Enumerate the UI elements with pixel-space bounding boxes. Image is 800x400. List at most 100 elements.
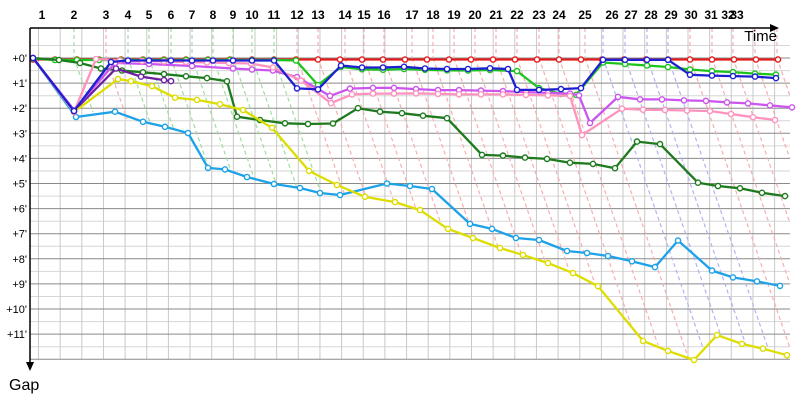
series-blue-marker <box>686 71 694 79</box>
x-tick-lap-19: 19 <box>447 8 461 22</box>
series-cyan-marker <box>296 184 304 192</box>
time-axis-arrow <box>770 24 779 32</box>
series-green-marker <box>292 57 300 64</box>
lapping-line <box>127 57 152 126</box>
series-pink-marker <box>92 55 100 63</box>
series-blue-marker <box>443 65 451 73</box>
lapping-line <box>646 57 747 346</box>
series-cyan-marker <box>674 237 682 244</box>
series-cyan-marker <box>270 180 278 188</box>
series-yellow-marker <box>469 234 477 242</box>
lapping-line <box>73 57 94 113</box>
series-cyan-marker <box>583 249 591 257</box>
lapping-line <box>363 57 417 210</box>
series-cyan-marker <box>221 166 229 173</box>
series-dark_green-line <box>31 56 787 198</box>
series-cyan-marker <box>753 278 761 285</box>
series-yellow-marker <box>690 356 698 364</box>
series-cyan-marker <box>204 164 212 172</box>
series-pink-marker <box>390 90 398 97</box>
series-violet-marker <box>346 85 354 92</box>
series-blue-marker <box>599 56 607 64</box>
series-blue-marker <box>358 64 366 71</box>
x-tick-lap-26: 26 <box>605 8 619 22</box>
y-tick-4min: +4' <box>12 153 27 165</box>
series-blue-marker <box>167 57 175 64</box>
lapping-line <box>711 57 791 285</box>
series-violet-marker <box>788 104 796 111</box>
series-cyan-marker <box>466 220 474 228</box>
series-cyan-marker <box>111 108 119 115</box>
series-cyan-marker <box>708 267 716 274</box>
x-tick-lap-8: 8 <box>210 8 217 22</box>
x-tick-lap-22: 22 <box>510 8 524 22</box>
x-tick-lap-12: 12 <box>290 8 304 22</box>
series-yellow-marker <box>496 244 504 252</box>
series-yellow-marker <box>594 282 602 290</box>
series-cyan-marker <box>316 189 324 197</box>
series-yellow-marker <box>713 331 721 339</box>
series-yellow-marker <box>305 167 313 175</box>
series-yellow-marker <box>639 337 647 345</box>
series-dark_green-marker <box>694 179 702 186</box>
series-blue-marker <box>124 57 132 64</box>
x-tick-lap-18: 18 <box>426 8 440 22</box>
series-pink-marker <box>434 90 442 98</box>
series-cyan-marker <box>184 129 192 137</box>
series-cyan-marker <box>729 274 737 281</box>
x-tick-lap-11: 11 <box>268 8 281 22</box>
series-blue-marker <box>270 57 278 64</box>
lapping-line <box>411 57 475 239</box>
series-blue-marker <box>379 64 387 71</box>
series-green-marker <box>664 63 672 71</box>
series-blue-marker <box>513 86 521 94</box>
series-purple-marker <box>112 65 120 72</box>
x-tick-lap-25: 25 <box>578 8 592 22</box>
lapping-line <box>558 57 659 346</box>
series-blue-marker <box>188 57 196 64</box>
series-dark_green-marker <box>304 120 312 128</box>
series-violet-marker <box>188 62 196 70</box>
x-tick-lap-2: 2 <box>71 8 78 22</box>
series-violet-marker <box>702 97 710 105</box>
series-dark_green-marker <box>566 159 574 166</box>
series-purple-marker <box>137 73 145 80</box>
series-cyan-marker <box>535 236 543 244</box>
series-blue-marker <box>557 85 565 93</box>
y-tick-11min: +11' <box>7 329 27 341</box>
series-blue-marker <box>421 65 429 72</box>
series-yellow-marker <box>171 94 179 101</box>
series-yellow-marker <box>333 181 341 189</box>
series-violet-marker <box>636 96 644 103</box>
series-yellow-marker <box>544 259 552 267</box>
series-blue-marker <box>229 57 237 64</box>
series-violet-marker <box>766 102 774 109</box>
series-purple-marker <box>167 77 175 85</box>
series-yellow-marker <box>759 345 767 353</box>
series-yellow-marker <box>519 251 527 259</box>
series-yellow-marker <box>268 124 276 132</box>
series-yellow-marker <box>664 347 672 355</box>
lapping-line <box>453 57 522 254</box>
series-cyan-marker <box>336 191 344 199</box>
series-pink-marker <box>369 90 377 97</box>
series-violet-marker <box>680 97 688 104</box>
series-red-marker <box>752 56 760 63</box>
series-dark_green-marker <box>354 104 362 112</box>
series-pink-marker <box>477 91 485 98</box>
series-violet-marker <box>229 65 237 72</box>
x-tick-lap-13: 13 <box>311 8 325 22</box>
lapping-line <box>624 57 722 337</box>
series-blue-marker <box>708 72 716 79</box>
series-pink-marker <box>771 116 779 124</box>
series-cyan-marker <box>776 282 784 290</box>
x-tick-lap-20: 20 <box>468 8 482 22</box>
series-blue-marker <box>772 74 780 82</box>
series-dark_green-marker <box>521 154 529 161</box>
series-pink-marker <box>749 113 757 121</box>
series-dark_green-marker <box>329 120 337 127</box>
series-dark_green-marker <box>419 112 427 119</box>
series-red-marker <box>555 56 563 63</box>
y-tick-1min: +1' <box>12 78 27 90</box>
